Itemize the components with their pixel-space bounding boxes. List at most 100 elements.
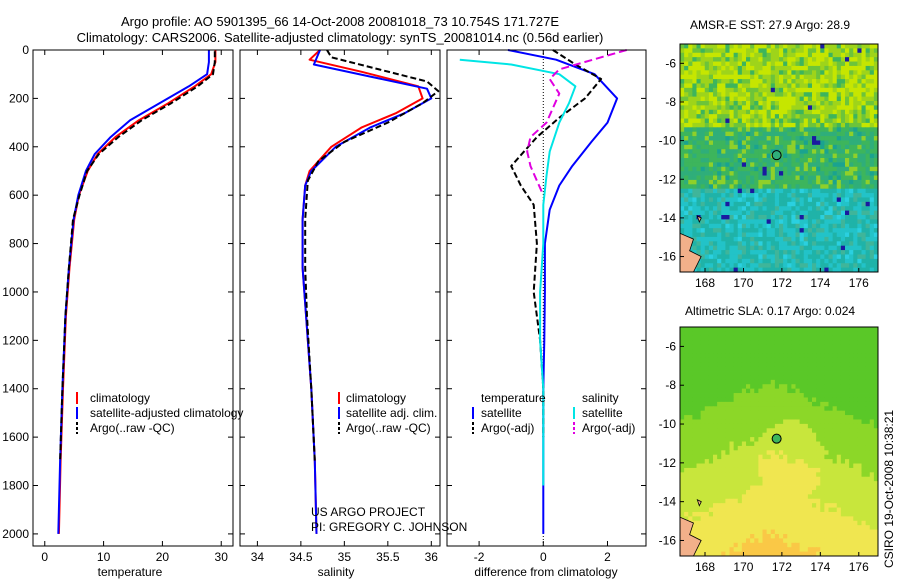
heatmap-cell xyxy=(733,179,739,185)
heatmap-cell xyxy=(799,83,805,89)
heatmap-cell xyxy=(779,489,784,495)
heatmap-cell xyxy=(758,48,763,54)
heatmap-cell xyxy=(832,397,838,403)
heatmap-cell xyxy=(807,335,813,341)
heatmap-cell xyxy=(779,201,784,207)
heatmap-cell xyxy=(869,415,875,420)
heatmap-cell xyxy=(799,516,805,522)
heatmap-cell xyxy=(853,437,858,442)
heatmap-cell xyxy=(770,375,776,381)
heatmap-cell xyxy=(725,476,730,482)
heatmap-cell xyxy=(696,507,702,513)
heatmap-cell xyxy=(725,250,730,255)
heatmap-cell xyxy=(770,101,776,106)
series-line-salinity-satellite xyxy=(459,58,577,486)
heatmap-cell xyxy=(750,516,755,522)
heatmap-cell xyxy=(865,344,871,350)
heatmap-cell xyxy=(746,87,751,93)
heatmap-cell xyxy=(746,162,751,168)
heatmap-cell xyxy=(820,379,825,385)
heatmap-cell xyxy=(713,428,718,434)
heatmap-cell xyxy=(725,441,730,447)
heatmap-cell xyxy=(820,149,825,155)
heatmap-cell xyxy=(869,410,875,416)
heatmap-cell xyxy=(774,331,780,337)
heatmap-cell xyxy=(692,144,697,150)
heatmap-cell xyxy=(807,171,813,176)
heatmap-cell xyxy=(717,258,722,264)
heatmap-cell xyxy=(758,406,763,412)
heatmap-cell xyxy=(680,144,685,150)
heatmap-cell xyxy=(746,184,751,190)
heatmap-cell xyxy=(795,131,801,137)
heatmap-cell xyxy=(692,371,697,376)
heatmap-cell xyxy=(733,516,739,522)
heatmap-cell xyxy=(840,92,846,98)
heatmap-cell xyxy=(725,366,730,372)
heatmap-cell xyxy=(803,254,809,260)
heatmap-cell xyxy=(704,410,710,416)
heatmap-cell xyxy=(713,423,718,429)
heatmap-cell xyxy=(708,188,714,194)
heatmap-cell xyxy=(873,201,878,207)
heatmap-cell xyxy=(729,254,735,260)
heatmap-cell xyxy=(680,459,685,464)
heatmap-cell xyxy=(725,61,730,67)
heatmap-cell xyxy=(845,349,850,354)
heatmap-cell xyxy=(746,219,751,225)
heatmap-cell xyxy=(820,122,825,128)
heatmap-cell xyxy=(845,83,850,89)
heatmap-cell xyxy=(721,144,726,150)
heatmap-cell xyxy=(857,144,862,150)
heatmap-cell xyxy=(791,371,796,376)
heatmap-cell xyxy=(865,228,871,233)
heatmap-cell xyxy=(766,489,772,495)
heatmap-cell xyxy=(700,61,706,67)
heatmap-cell xyxy=(713,96,718,102)
heatmap-cell xyxy=(754,254,759,260)
heatmap-cell xyxy=(774,57,780,62)
heatmap-cell xyxy=(758,149,763,155)
heatmap-cell xyxy=(845,379,850,385)
heatmap-cell xyxy=(700,410,706,416)
heatmap-cell xyxy=(840,162,846,168)
heatmap-cell xyxy=(721,267,726,272)
heatmap-cell xyxy=(704,476,710,482)
heatmap-cell xyxy=(688,481,693,486)
series-line-temperature-satellite xyxy=(507,49,619,534)
heatmap-cell xyxy=(779,210,784,216)
heatmap-cell xyxy=(696,131,702,137)
heatmap-cell xyxy=(684,96,689,102)
heatmap-cell xyxy=(799,366,805,372)
heatmap-cell xyxy=(708,406,714,412)
heatmap-cell xyxy=(770,503,776,508)
heatmap-cell xyxy=(865,481,871,486)
heatmap-cell xyxy=(795,327,801,332)
heatmap-cell xyxy=(824,335,829,341)
heatmap-cell xyxy=(853,520,858,526)
heatmap-cell xyxy=(840,228,846,233)
heatmap-cell xyxy=(824,263,829,269)
heatmap-cell xyxy=(692,241,697,247)
heatmap-cell xyxy=(680,384,685,390)
heatmap-cell xyxy=(770,428,776,434)
heatmap-cell xyxy=(770,507,776,513)
heatmap-cell xyxy=(820,538,825,544)
heatmap-cell xyxy=(680,219,685,225)
heatmap-cell xyxy=(865,118,871,124)
heatmap-cell xyxy=(708,223,714,229)
heatmap-cell xyxy=(770,166,776,172)
heatmap-cell xyxy=(873,162,878,168)
heatmap-cell xyxy=(865,215,871,220)
heatmap-cell xyxy=(791,105,796,111)
heatmap-cell xyxy=(692,92,697,98)
heatmap-cell xyxy=(824,357,829,363)
heatmap-cells xyxy=(680,327,878,556)
heatmap-cell xyxy=(812,349,817,354)
heatmap-cell xyxy=(733,254,739,260)
heatmap-cell xyxy=(845,331,850,337)
heatmap-cell xyxy=(840,344,846,350)
heatmap-cell xyxy=(845,206,850,212)
heatmap-cell xyxy=(750,223,755,229)
heatmap-cell xyxy=(865,179,871,185)
